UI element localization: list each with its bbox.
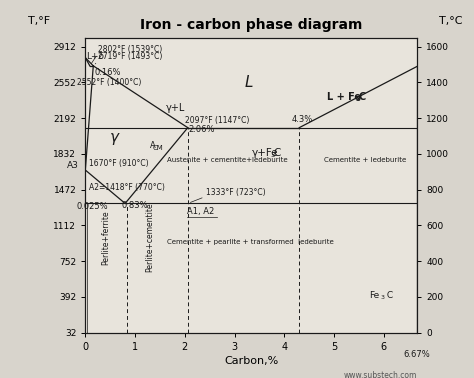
- Text: Perlite+ferrite: Perlite+ferrite: [102, 210, 111, 265]
- Text: A1, A2: A1, A2: [187, 208, 215, 217]
- Text: 2719°F (1493°C): 2719°F (1493°C): [98, 53, 163, 61]
- Text: A: A: [150, 141, 156, 150]
- X-axis label: Carbon,%: Carbon,%: [224, 356, 278, 366]
- Text: γ+Fe: γ+Fe: [252, 147, 278, 158]
- Text: 1670°F (910°C): 1670°F (910°C): [89, 159, 148, 168]
- Text: L+δ: L+δ: [86, 52, 104, 61]
- Text: 1333°F (723°C): 1333°F (723°C): [206, 188, 265, 197]
- Text: γ+L: γ+L: [166, 103, 185, 113]
- Text: 6.67%: 6.67%: [404, 350, 430, 359]
- Text: L + Fe: L + Fe: [327, 92, 361, 102]
- Text: 3: 3: [356, 96, 360, 102]
- Text: CM: CM: [153, 145, 163, 151]
- Text: 2097°F (1147°C): 2097°F (1147°C): [185, 116, 249, 125]
- Text: Cementite + ledeburite: Cementite + ledeburite: [324, 157, 406, 163]
- Text: C: C: [274, 147, 281, 158]
- Text: www.substech.com: www.substech.com: [344, 371, 417, 378]
- Text: 2802°F (1539°C): 2802°F (1539°C): [98, 45, 163, 54]
- Text: T,°F: T,°F: [28, 16, 50, 26]
- Text: 0.16%: 0.16%: [94, 68, 121, 77]
- Text: 3: 3: [380, 295, 384, 300]
- Text: 2.06%: 2.06%: [189, 125, 215, 134]
- Text: 4.3%: 4.3%: [292, 115, 313, 124]
- Text: γ: γ: [110, 130, 119, 146]
- Text: T,°C: T,°C: [438, 16, 462, 26]
- Text: 3: 3: [271, 152, 275, 158]
- Text: L: L: [245, 74, 253, 90]
- Text: Cementite + pearlite + transformed  ledeburite: Cementite + pearlite + transformed ledeb…: [167, 239, 334, 245]
- Text: 0.025%: 0.025%: [77, 202, 109, 211]
- Text: Fe: Fe: [369, 291, 379, 300]
- Text: 0.83%: 0.83%: [121, 201, 148, 210]
- Text: C: C: [359, 92, 366, 102]
- Text: Austenite + cementite+ledeburite: Austenite + cementite+ledeburite: [167, 157, 288, 163]
- Text: C: C: [384, 291, 393, 300]
- Text: A2=1418°F (770°C): A2=1418°F (770°C): [89, 183, 164, 192]
- Text: A3: A3: [66, 161, 78, 170]
- Title: Iron - carbon phase diagram: Iron - carbon phase diagram: [140, 19, 363, 33]
- Text: 2552°F (1400°C): 2552°F (1400°C): [77, 78, 141, 87]
- Text: Perlite+cementite: Perlite+cementite: [146, 202, 155, 272]
